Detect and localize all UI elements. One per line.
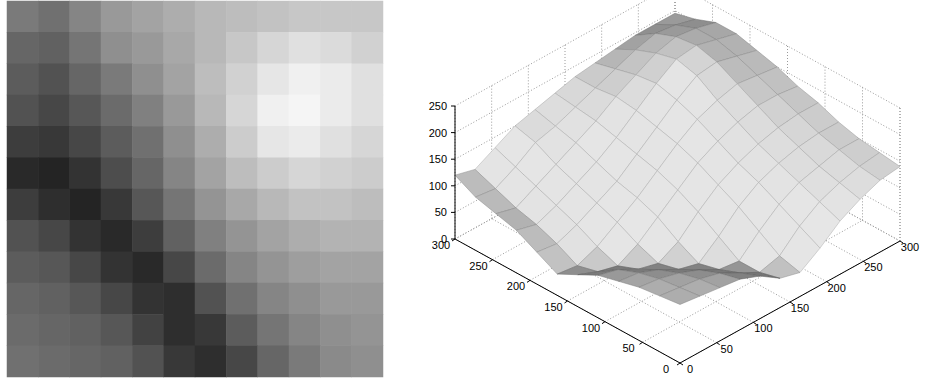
svg-text:250: 250: [469, 260, 487, 272]
svg-text:250: 250: [864, 261, 882, 273]
svg-text:150: 150: [791, 302, 809, 314]
svg-text:0: 0: [441, 233, 447, 245]
svg-text:200: 200: [507, 280, 525, 292]
svg-text:300: 300: [901, 241, 919, 253]
svg-text:0: 0: [663, 363, 669, 375]
svg-text:50: 50: [435, 206, 447, 218]
svg-text:100: 100: [582, 322, 600, 334]
svg-text:100: 100: [754, 322, 772, 334]
svg-text:100: 100: [429, 180, 447, 192]
svg-text:150: 150: [429, 153, 447, 165]
svg-text:200: 200: [429, 127, 447, 139]
svg-text:150: 150: [544, 301, 562, 313]
svg-text:0: 0: [687, 363, 693, 375]
svg-text:50: 50: [721, 343, 733, 355]
svg-text:300: 300: [431, 239, 451, 251]
svg-text:50: 50: [622, 342, 634, 354]
svg-text:200: 200: [827, 282, 845, 294]
svg-text:250: 250: [429, 100, 447, 112]
